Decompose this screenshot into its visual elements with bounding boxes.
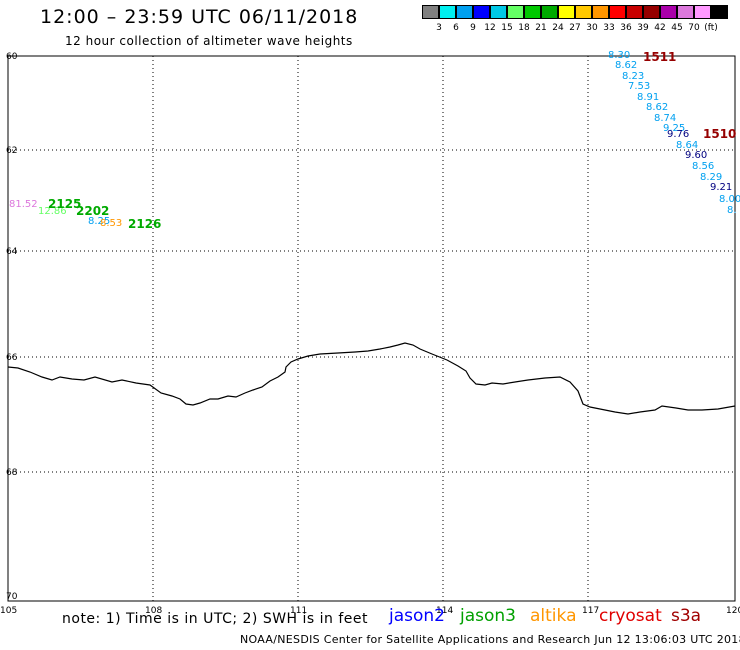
wave-height-label: 8.30: [608, 50, 631, 61]
legend-swatch: [575, 5, 592, 19]
satellite-name: s3a: [671, 606, 702, 626]
wave-height-label: 8.62: [646, 102, 669, 113]
legend-swatch: [507, 5, 524, 19]
longitude-label: 111: [290, 606, 308, 616]
pass-time-label: 2126: [128, 217, 162, 231]
satellite-name: jason2: [389, 606, 445, 626]
wave-height-label: 8.74: [654, 113, 677, 124]
wave-height-label: 8.91: [637, 92, 660, 103]
pass-time-label: 2125: [48, 197, 82, 211]
wave-height-label: 8.: [727, 205, 737, 216]
legend-level-label: 6: [453, 23, 459, 33]
latitude-label: 66: [6, 353, 18, 363]
satellite-name: cryosat: [599, 606, 662, 626]
wave-height-label: 9.21: [710, 182, 733, 193]
wave-height-label: 7.53: [628, 81, 651, 92]
wave-height-label: 8.29: [700, 172, 723, 183]
legend-swatch: [592, 5, 609, 19]
map-frame: [7, 55, 736, 602]
legend-level-label: 33: [603, 23, 615, 33]
legend-level-label: 42: [654, 23, 666, 33]
legend-level-label: 39: [637, 23, 649, 33]
credit-line: NOAA/NESDIS Center for Satellite Applica…: [240, 633, 740, 646]
legend-swatch: [541, 5, 558, 19]
wave-height-label: 8.53: [100, 218, 123, 229]
longitude-label: 117: [582, 606, 600, 616]
legend-swatch: [694, 5, 711, 19]
legend-level-label: 15: [501, 23, 513, 33]
latitude-label: 70: [6, 592, 18, 602]
legend-swatch: [711, 5, 728, 19]
legend-swatch: [422, 5, 439, 19]
legend-level-label: 21: [535, 23, 547, 33]
legend-swatch: [558, 5, 575, 19]
latitude-label: 68: [6, 468, 18, 478]
legend-level-label: 24: [552, 23, 564, 33]
wave-height-label: 8.25: [88, 216, 111, 227]
wave-height-label: 81.52: [9, 199, 38, 210]
legend-swatch: [660, 5, 677, 19]
legend-level-label: 70: [688, 23, 700, 33]
page-subtitle: 12 hour collection of altimeter wave hei…: [65, 34, 353, 48]
longitude-label: 114: [436, 606, 454, 616]
legend-swatch: [643, 5, 660, 19]
legend-swatch: [626, 5, 643, 19]
legend-level-label: (ft): [704, 23, 718, 33]
legend-level-label: 30: [586, 23, 598, 33]
pass-time-label: 1510: [703, 127, 737, 141]
satellite-name: altika: [530, 606, 577, 626]
legend-level-label: 3: [436, 23, 442, 33]
legend-level-label: 9: [470, 23, 476, 33]
longitude-label: 120: [726, 606, 740, 616]
longitude-label: 105: [0, 606, 18, 616]
legend-swatch: [677, 5, 694, 19]
wave-height-label: 8.62: [615, 60, 638, 71]
lat-lon-grid: [8, 56, 735, 601]
legend-level-label: 45: [671, 23, 683, 33]
page-title: 12:00 – 23:59 UTC 06/11/2018: [40, 6, 359, 28]
wave-height-label: 8.00: [719, 194, 740, 205]
footnote: note: 1) Time is in UTC; 2) SWH is in fe…: [62, 611, 369, 627]
latitude-label: 60: [6, 52, 18, 62]
wave-height-label: 8.64: [676, 140, 699, 151]
legend-level-label: 27: [569, 23, 581, 33]
wave-height-label: 8.23: [622, 71, 645, 82]
legend-swatch: [609, 5, 626, 19]
wave-height-label: 8.56: [692, 161, 715, 172]
wave-height-label: 9.25: [663, 123, 686, 134]
wave-height-label: 9.76: [667, 129, 690, 140]
pass-time-label: 2202: [76, 204, 110, 218]
legend-swatch: [473, 5, 490, 19]
wave-height-label: 12.86: [38, 206, 67, 217]
longitude-label: 108: [145, 606, 163, 616]
latitude-label: 64: [6, 247, 18, 257]
legend-level-label: 12: [484, 23, 496, 33]
legend-level-label: 18: [518, 23, 530, 33]
latitude-label: 62: [6, 146, 18, 156]
coastline: [7, 342, 736, 415]
legend-swatch: [439, 5, 456, 19]
legend-level-label: 36: [620, 23, 632, 33]
wave-height-label: 9.60: [685, 150, 708, 161]
pass-time-label: 1511: [643, 50, 677, 64]
legend-swatch: [490, 5, 507, 19]
legend-swatch: [456, 5, 473, 19]
legend-swatch: [524, 5, 541, 19]
satellite-name: jason3: [460, 606, 516, 626]
